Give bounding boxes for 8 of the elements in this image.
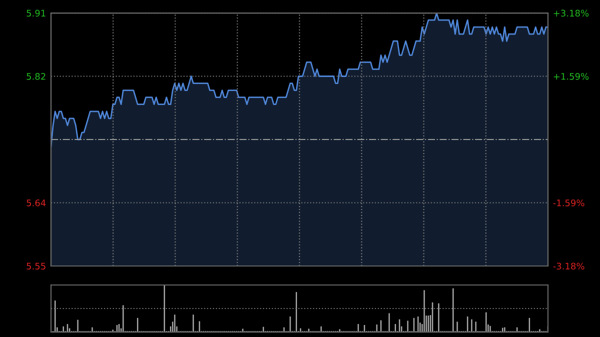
y-tick-label: 5.91 <box>26 10 46 17</box>
y-tick-label: 5.82 <box>26 72 46 80</box>
y-tick-label: 5.64 <box>26 199 46 206</box>
y2-tick-label: -1.59% <box>553 199 584 206</box>
y2-tick-label: +3.18% <box>554 10 589 17</box>
y2-tick-label: +1.59% <box>554 72 589 80</box>
y-tick-label: 5.55 <box>26 262 46 270</box>
y2-tick-label: -3.18% <box>553 262 584 270</box>
